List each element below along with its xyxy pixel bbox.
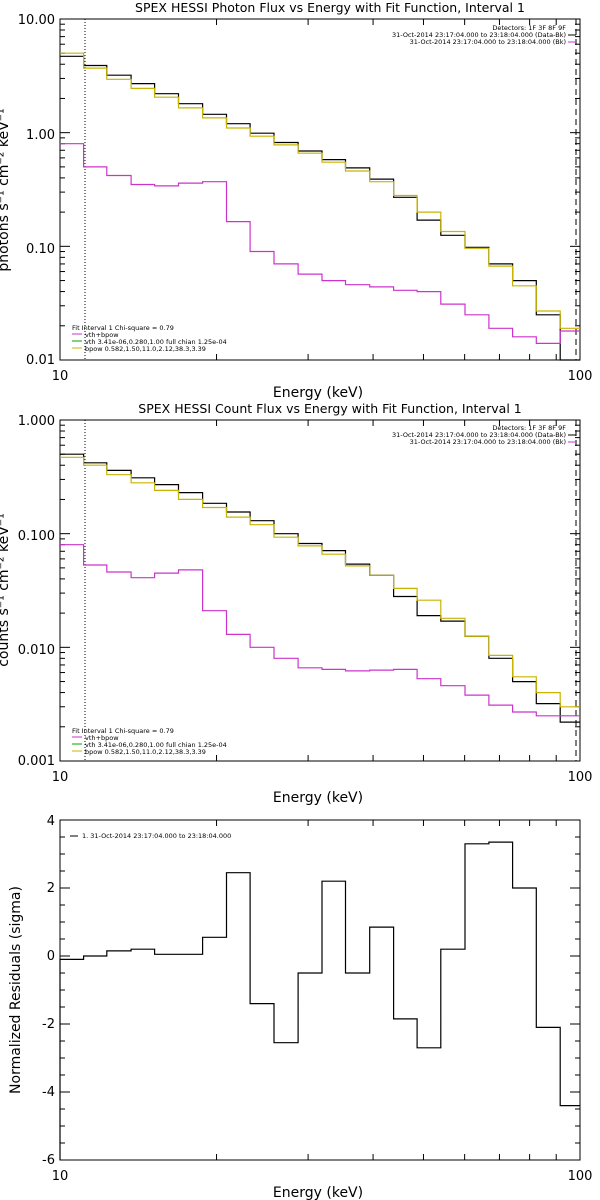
series-vth-bpow [60,52,580,329]
panel3-ytick-4: 2 [47,881,55,896]
panel3-ytick-3: 0 [47,949,55,964]
panel2-legend-tr-0: Detectors: 1F 3F 8F 9F [492,424,566,432]
panel1-ytick-2: 1.00 [26,128,55,143]
panel1-ytick-3: 10.00 [18,13,55,28]
panel-count-flux: SPEX HESSI Count Flux vs Energy with Fit… [0,401,592,806]
panel3-ytick-5: 4 [47,814,55,829]
panel3-ylabel: Normalized Residuals (sigma) [8,886,24,1094]
panel2-ytick-0: 0.001 [18,754,55,769]
panel2-xlabel: Energy (keV) [273,790,363,806]
panel2-xtick-1: 100 [568,770,593,785]
panel1-legend-bl-0: Fit Interval 1 Chi-square = 0.79 [72,324,174,332]
series-31-oct-2014-23-17-04-000-to-23-18-04-000 [60,55,580,361]
panel3-frame [59,819,581,1161]
panel1-ticks [59,18,581,361]
panel-residuals: -6 -4 -2 0 2 4 10 100 Energy (keV) Norma… [8,814,592,1200]
panel3-xtick-0: 10 [52,1169,69,1184]
panel2-legend-tr-2: 31-Oct-2014 23:17:04.000 to 23:18:04.000… [410,438,566,446]
panel3-series [59,841,580,1160]
panel1-xtick-1: 100 [568,369,593,384]
panel2-series [60,453,580,723]
panel1-ytick-1: 0.10 [26,242,55,257]
panel2-ytick-3: 1.000 [18,414,55,429]
panel2-legend-bl-0: Fit Interval 1 Chi-square = 0.79 [72,727,174,735]
panel1-ytick-0: 0.01 [26,353,55,368]
series-31-oct-2014-23-17-04-000-to-23-18-04-000 [60,143,580,344]
panel2-ytick-2: 0.100 [18,529,55,544]
panel-photon-flux: SPEX HESSI Photon Flux vs Energy with Fi… [0,0,592,401]
series-1-31-oct-2014-23-17-04-000-to-23-18-04-0 [59,841,580,1160]
panel2-title: SPEX HESSI Count Flux vs Energy with Fit… [138,401,521,416]
panel1-legend-bl-3: bpow 0.582,1.50,11.0,2.12,38.3,3.39 [85,345,206,353]
panel1-title: SPEX HESSI Photon Flux vs Energy with Fi… [135,0,525,15]
panel1-ylabel: photons s⁻¹ cm⁻² keV⁻¹ [0,108,12,271]
series-31-oct-2014-23-17-04-000-to-23-18-04-000 [60,453,580,723]
panel3-xlabel: Energy (keV) [273,1185,363,1200]
panel1-legend-bl-2: vth 3.41e-06,0.280,1.00 full chian 1.25e… [85,338,227,346]
panel3-legend-0: 1. 31-Oct-2014 23:17:04.000 to 23:18:04.… [82,832,231,840]
panel3-ytick-1: -4 [42,1085,55,1100]
series-31-oct-2014-23-17-04-000-to-23-18-04-000 [60,544,580,717]
panel1-legend-tr-2: 31-Oct-2014 23:17:04.000 to 23:18:04.000… [410,38,566,46]
panel2-ylabel: counts s⁻¹ cm⁻² keV⁻¹ [0,513,12,667]
panel1-series [60,52,580,361]
panel3-ytick-2: -2 [42,1017,55,1032]
panel2-frame [59,419,581,762]
panel3-xtick-1: 100 [568,1169,593,1184]
panel2-ticks [59,419,581,762]
panel2-legend-bl-2: vth 3.41e-06,0.280,1.00 full chian 1.25e… [85,741,227,749]
panel1-xlabel: Energy (keV) [273,385,363,401]
panel3-ticks [59,819,581,1161]
panel2-ytick-1: 0.010 [18,643,55,658]
panel1-frame [59,18,581,361]
panel1-xtick-0: 10 [52,369,69,384]
panel2-legend-bl-1: vth+bpow [85,734,119,742]
panel2-legend-bl-3: bpow 0.582,1.50,11.0,2.12,38.3,3.39 [85,748,206,756]
series-vth-bpow [60,456,580,708]
panel1-legend-tr-0: Detectors: 1F 3F 8F 9F [492,24,566,32]
panel2-legend-tr-1: 31-Oct-2014 23:17:04.000 to 23:18:04.000… [392,431,566,439]
panel1-legend-tr-1: 31-Oct-2014 23:17:04.000 to 23:18:04.000… [392,31,566,39]
panel1-legend-bl-1: vth+bpow [85,331,119,339]
panel2-xtick-0: 10 [52,770,69,785]
panel3-ytick-0: -6 [42,1153,55,1168]
